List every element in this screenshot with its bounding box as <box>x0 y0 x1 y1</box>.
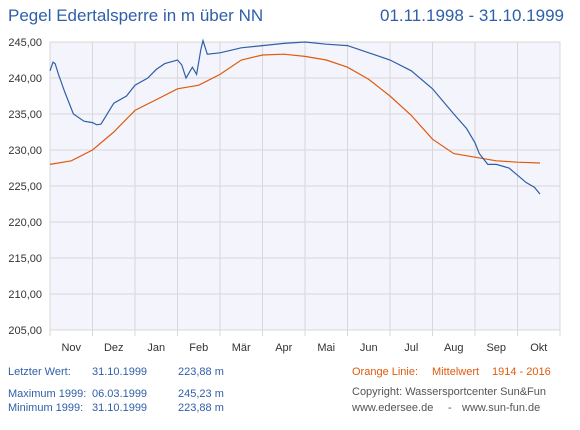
mean-label: Mittelwert <box>432 366 480 378</box>
last-value-label: Letzter Wert: <box>8 366 71 378</box>
last-value-date: 31.10.1999 <box>92 366 148 378</box>
min-label: Minimum 1999: <box>8 402 84 414</box>
y-tick-label: 230,00 <box>8 145 42 157</box>
x-tick-label: Okt <box>530 342 547 354</box>
x-tick-label: Feb <box>189 342 208 354</box>
x-gridlines <box>49 42 561 336</box>
x-tick-label: Mär <box>232 342 251 354</box>
copyright: Copyright: Wassersportcenter Sun&Fun <box>352 386 547 398</box>
x-tick-label: Jul <box>404 342 418 354</box>
max-value: 245,23 m <box>178 388 224 400</box>
y-tick-label: 245,00 <box>8 37 42 49</box>
min-date: 31.10.1999 <box>92 402 148 414</box>
y-tick-label: 205,00 <box>8 325 42 337</box>
chart-svg: 205,00 210,00 215,00 220,00 225,00 230,00 235,… <box>8 37 561 354</box>
y-tick-label: 215,00 <box>8 253 42 265</box>
chart-title: Pegel Edertalsperre in m über NN <box>8 6 264 25</box>
x-tick-label: Apr <box>275 342 292 354</box>
series-mean-line <box>49 53 541 165</box>
x-tick-label: Aug <box>444 342 464 354</box>
x-tick-label: Jun <box>360 342 378 354</box>
y-tick-labels: 205,00 210,00 215,00 220,00 225,00 230,00 235,… <box>8 37 42 337</box>
mean-years: 1914 - 2016 <box>492 366 551 378</box>
y-tick-label: 220,00 <box>8 217 42 229</box>
last-value: 223,88 m <box>178 366 224 378</box>
website-edersee[interactable]: www.edersee.de <box>352 402 434 414</box>
y-tick-label: 235,00 <box>8 109 42 121</box>
website-separator: - <box>448 402 452 414</box>
y-tick-label: 210,00 <box>8 289 42 301</box>
x-tick-label: Mai <box>317 342 335 354</box>
chart-period: 01.11.1998 - 31.10.1999 <box>379 6 564 25</box>
min-value: 223,88 m <box>178 402 224 414</box>
x-tick-label: Jan <box>147 342 165 354</box>
x-tick-label: Nov <box>61 342 81 354</box>
x-tick-label: Sep <box>486 342 506 354</box>
orange-line-label: Orange Linie: <box>352 366 419 378</box>
max-label: Maximum 1999: <box>8 388 87 400</box>
website-sun-fun[interactable]: www.sun-fun.de <box>462 402 541 414</box>
y-tick-label: 240,00 <box>8 73 42 85</box>
x-tick-labels: Nov Dez Jan Feb Mär Apr Mai Jun Jul Aug Sep Okt <box>61 342 547 354</box>
max-date: 06.03.1999 <box>92 388 148 400</box>
x-tick-label: Dez <box>104 342 124 354</box>
series-1999-line <box>49 38 541 195</box>
y-tick-label: 225,00 <box>8 181 42 193</box>
